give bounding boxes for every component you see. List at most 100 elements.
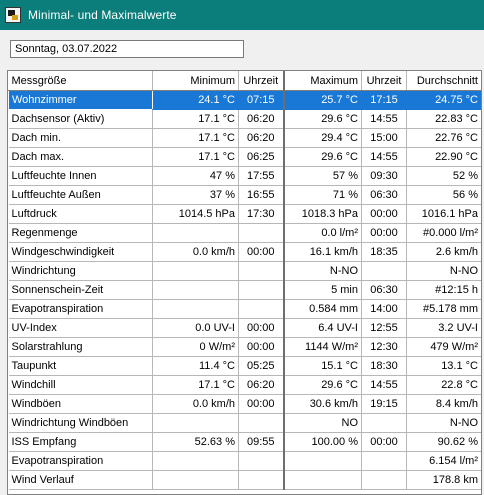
table-row[interactable]: Dach min. 17.1 °C 06:20 29.4 °C 15:00 22.76 °… (8, 128, 481, 148)
column-header-minimum[interactable]: Minimum (152, 71, 239, 91)
cell-minimum: 11.4 °C (152, 356, 239, 376)
cell-max-time: 06:30 (361, 185, 407, 205)
cell-max-time: 17:15 (361, 90, 407, 110)
cell-average: 22.76 °C (406, 128, 481, 148)
cell-maximum: 29.6 °C (283, 375, 362, 395)
cell-average: N-NO (406, 261, 481, 281)
cell-average: 1016.1 hPa (406, 204, 481, 224)
column-header-min-time[interactable]: Uhrzeit (238, 71, 285, 91)
cell-name: Windrichtung Windböen (8, 413, 153, 433)
cell-max-time: 14:55 (361, 147, 407, 167)
table-row[interactable]: Windrichtung Windböen NO N-NO (8, 413, 481, 433)
column-header-max-time[interactable]: Uhrzeit (361, 71, 407, 91)
cell-name: Windchill (8, 375, 153, 395)
cell-min-time (238, 299, 285, 319)
cell-minimum (152, 261, 239, 281)
cell-name: Dachsensor (Aktiv) (8, 109, 153, 129)
cell-name: Evapotranspiration (8, 451, 153, 471)
cell-name: Sonnenschein-Zeit (8, 280, 153, 300)
cell-name: Luftdruck (8, 204, 153, 224)
cell-name: Windgeschwindigkeit (8, 242, 153, 262)
cell-maximum: 1018.3 hPa (283, 204, 362, 224)
cell-minimum: 0.0 km/h (152, 242, 239, 262)
cell-average: 178.8 km (406, 470, 481, 490)
cell-min-time (238, 413, 285, 433)
table-row[interactable]: UV-Index 0.0 UV-I 00:00 6.4 UV-I 12:55 3.2 UV… (8, 318, 481, 338)
cell-maximum: 57 % (283, 166, 362, 186)
cell-minimum (152, 470, 239, 490)
cell-minimum (152, 223, 239, 243)
cell-average: #12:15 h (406, 280, 481, 300)
cell-name: Wind Verlauf (8, 470, 153, 490)
cell-max-time: 14:55 (361, 375, 407, 395)
cell-min-time: 00:00 (238, 242, 285, 262)
cell-name: Windböen (8, 394, 153, 414)
cell-name: UV-Index (8, 318, 153, 338)
cell-maximum: 0.584 mm (283, 299, 362, 319)
table-row[interactable]: Taupunkt 11.4 °C 05:25 15.1 °C 18:30 13.1 °C (8, 356, 481, 376)
cell-max-time: 15:00 (361, 128, 407, 148)
cell-max-time: 00:00 (361, 223, 407, 243)
table-row[interactable]: Solarstrahlung 0 W/m² 00:00 1144 W/m² 12:30 4… (8, 337, 481, 357)
table-row[interactable]: Windrichtung N-NO N-NO (8, 261, 481, 281)
table-row[interactable]: Wohnzimmer 24.1 °C 07:15 25.7 °C 17:15 24.75 … (8, 90, 481, 110)
cell-min-time (238, 470, 285, 490)
table-row[interactable]: Evapotranspiration 6.154 l/m² (8, 451, 481, 471)
cell-average: 8.4 km/h (406, 394, 481, 414)
table-row[interactable]: Dach max. 17.1 °C 06:25 29.6 °C 14:55 22.90 °… (8, 147, 481, 167)
cell-max-time (361, 261, 407, 281)
column-header-maximum[interactable]: Maximum (283, 71, 362, 91)
table-row[interactable]: Luftdruck 1014.5 hPa 17:30 1018.3 hPa 00:00 1… (8, 204, 481, 224)
cell-minimum: 1014.5 hPa (152, 204, 239, 224)
cell-average: 2.6 km/h (406, 242, 481, 262)
table-row[interactable]: Dachsensor (Aktiv) 17.1 °C 06:20 29.6 °C 14:… (8, 109, 481, 129)
table-row[interactable]: Windgeschwindigkeit 0.0 km/h 00:00 16.1 km/… (8, 242, 481, 262)
cell-minimum (152, 299, 239, 319)
date-field[interactable]: Sonntag, 03.07.2022 (10, 40, 244, 58)
cell-min-time (238, 223, 285, 243)
cell-minimum: 17.1 °C (152, 109, 239, 129)
cell-name: Dach min. (8, 128, 153, 148)
cell-average: 52 % (406, 166, 481, 186)
cell-min-time (238, 280, 285, 300)
cell-average: 90.62 % (406, 432, 481, 452)
table-row[interactable]: Wind Verlauf 178.8 km (8, 470, 481, 490)
cell-min-time: 17:55 (238, 166, 285, 186)
table-row[interactable]: Regenmenge 0.0 l/m² 00:00 #0.000 l/m² (8, 223, 481, 243)
cell-max-time (361, 413, 407, 433)
table-row[interactable]: Evapotranspiration 0.584 mm 14:00 #5.178 mm (8, 299, 481, 319)
table-row[interactable]: Windchill 17.1 °C 06:20 29.6 °C 14:55 22.8 °C (8, 375, 481, 395)
cell-minimum (152, 413, 239, 433)
table-row[interactable]: Windböen 0.0 km/h 00:00 30.6 km/h 19:15 8.4 k… (8, 394, 481, 414)
table-row[interactable]: Sonnenschein-Zeit 5 min 06:30 #12:15 h (8, 280, 481, 300)
cell-average: 13.1 °C (406, 356, 481, 376)
cell-name: Windrichtung (8, 261, 153, 281)
cell-max-time: 00:00 (361, 432, 407, 452)
cell-name: Regenmenge (8, 223, 153, 243)
column-header-name[interactable]: Messgröße (8, 71, 153, 91)
table-row[interactable]: Luftfeuchte Außen 37 % 16:55 71 % 06:30 56 % (8, 185, 481, 205)
cell-max-time (361, 470, 407, 490)
cell-minimum: 17.1 °C (152, 147, 239, 167)
cell-min-time: 17:30 (238, 204, 285, 224)
cell-maximum: 6.4 UV-I (283, 318, 362, 338)
cell-max-time: 06:30 (361, 280, 407, 300)
cell-max-time (361, 451, 407, 471)
cell-max-time: 12:55 (361, 318, 407, 338)
cell-maximum: 25.7 °C (283, 90, 362, 110)
cell-maximum: 100.00 % (283, 432, 362, 452)
cell-average: 22.90 °C (406, 147, 481, 167)
cell-max-time: 14:55 (361, 109, 407, 129)
table-header-row: Messgröße Minimum Uhrzeit Maximum Uhrzei… (8, 71, 481, 91)
cell-minimum: 17.1 °C (152, 375, 239, 395)
cell-maximum: 1144 W/m² (283, 337, 362, 357)
cell-average: 3.2 UV-I (406, 318, 481, 338)
cell-name: Wohnzimmer (8, 90, 153, 110)
column-header-average[interactable]: Durchschnitt (406, 71, 481, 91)
table-row[interactable]: ISS Empfang 52.63 % 09:55 100.00 % 00:00 90.6… (8, 432, 481, 452)
min-max-table[interactable]: Messgröße Minimum Uhrzeit Maximum Uhrzei… (7, 70, 482, 495)
cell-max-time: 12:30 (361, 337, 407, 357)
table-row[interactable]: Luftfeuchte Innen 47 % 17:55 57 % 09:30 52 % (8, 166, 481, 186)
cell-maximum: 71 % (283, 185, 362, 205)
cell-maximum: 30.6 km/h (283, 394, 362, 414)
